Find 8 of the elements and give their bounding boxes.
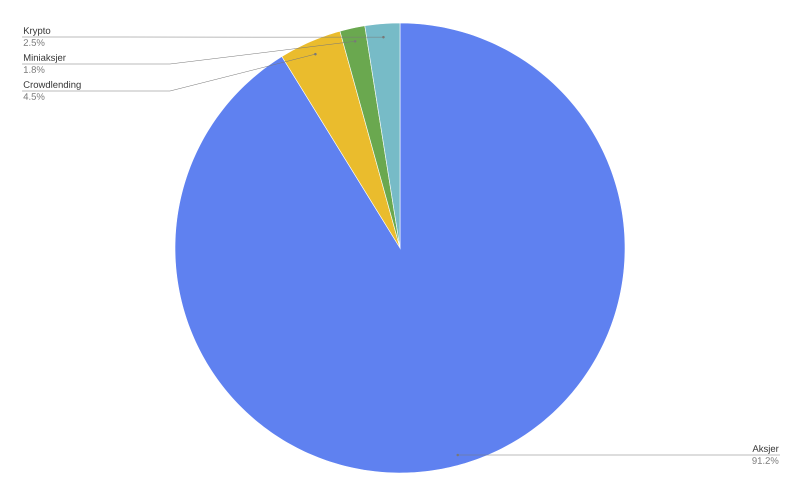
data-label: 91.2% — [752, 457, 778, 464]
slice-label: Aksjer — [752, 444, 779, 454]
data-label: 2.5% — [24, 39, 45, 46]
slice-label: Miniaksjer — [24, 54, 66, 63]
data-label: 4.5% — [23, 93, 45, 100]
slice-label: Crowdlending — [24, 80, 81, 90]
data-label: 1.8% — [24, 66, 45, 73]
slice-label: Krypto — [24, 27, 50, 36]
